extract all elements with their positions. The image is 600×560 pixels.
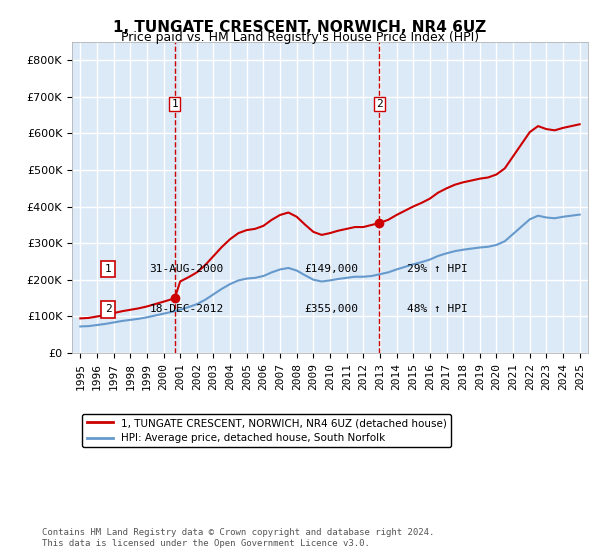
Text: 48% ↑ HPI: 48% ↑ HPI xyxy=(407,304,468,314)
Text: 1: 1 xyxy=(172,99,178,109)
Text: 2: 2 xyxy=(105,304,112,314)
Text: 1, TUNGATE CRESCENT, NORWICH, NR4 6UZ: 1, TUNGATE CRESCENT, NORWICH, NR4 6UZ xyxy=(113,20,487,35)
Text: Price paid vs. HM Land Registry's House Price Index (HPI): Price paid vs. HM Land Registry's House … xyxy=(121,31,479,44)
Text: Contains HM Land Registry data © Crown copyright and database right 2024.
This d: Contains HM Land Registry data © Crown c… xyxy=(42,528,434,548)
Legend: 1, TUNGATE CRESCENT, NORWICH, NR4 6UZ (detached house), HPI: Average price, deta: 1, TUNGATE CRESCENT, NORWICH, NR4 6UZ (d… xyxy=(82,414,451,447)
Text: £355,000: £355,000 xyxy=(304,304,358,314)
Text: 2: 2 xyxy=(376,99,383,109)
Text: 31-AUG-2000: 31-AUG-2000 xyxy=(149,264,224,274)
Text: £149,000: £149,000 xyxy=(304,264,358,274)
Text: 29% ↑ HPI: 29% ↑ HPI xyxy=(407,264,468,274)
Text: 1: 1 xyxy=(105,264,112,274)
Text: 18-DEC-2012: 18-DEC-2012 xyxy=(149,304,224,314)
